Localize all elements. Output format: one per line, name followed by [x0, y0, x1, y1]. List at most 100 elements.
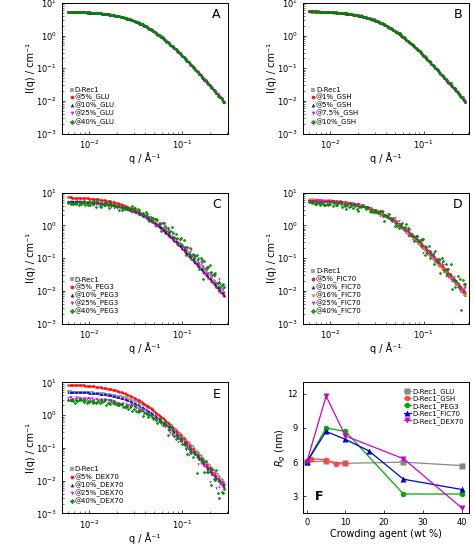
D-Rec1	[430, 252, 436, 259]
@40%_DEX70	[190, 454, 196, 461]
@40%_DEX70	[219, 489, 224, 496]
@25%_FIC70	[460, 289, 465, 295]
D-Rec1	[216, 472, 222, 479]
@1%_GSH	[348, 11, 354, 18]
@5%_GSH	[463, 98, 468, 105]
D-Rec1_GSH	[308, 456, 313, 462]
D-Rec1	[107, 11, 113, 18]
@40%_GLU	[68, 8, 73, 15]
D-Rec1	[216, 282, 222, 289]
@25%_DEX70	[73, 393, 79, 400]
D-Rec1_GLU	[323, 458, 329, 465]
D-Rec1_GSH	[304, 459, 310, 466]
@40%_FIC70	[431, 261, 437, 268]
@40%_FIC70	[459, 307, 465, 314]
@7.5%_GSH	[414, 46, 420, 52]
D-Rec1	[221, 289, 227, 295]
@10%_GSH	[308, 8, 314, 14]
@40%_FIC70	[350, 204, 356, 211]
@40%_PEG3	[100, 200, 105, 207]
@16%_FIC70	[457, 286, 463, 292]
@5%_GSH	[457, 92, 463, 99]
@10%_GLU	[65, 8, 71, 15]
@5%_FIC70	[348, 200, 354, 207]
Y-axis label: I(q) / cm⁻¹: I(q) / cm⁻¹	[26, 423, 36, 473]
@5%_PEG3	[189, 255, 194, 262]
@10%_FIC70	[348, 200, 354, 206]
@7.5%_GSH	[457, 92, 463, 99]
@25%_FIC70	[314, 196, 320, 203]
@16%_FIC70	[348, 200, 354, 206]
D-Rec1	[463, 289, 468, 295]
Text: B: B	[453, 8, 462, 21]
D-Rec1	[189, 62, 194, 68]
@25%_PEG3	[153, 221, 159, 228]
Line: D-Rec1_DEX70: D-Rec1_DEX70	[304, 393, 465, 511]
@5%_GLU	[189, 62, 194, 68]
D-Rec1	[152, 408, 157, 415]
@10%_GSH	[350, 12, 356, 18]
@10%_PEG3	[189, 254, 194, 261]
D-Rec1_PEG3	[343, 428, 348, 435]
@25%_GLU	[152, 29, 157, 36]
@40%_PEG3	[219, 282, 224, 289]
@5%_PEG3	[65, 194, 71, 201]
@25%_GLU	[221, 99, 227, 105]
Line: @5%_FIC70: @5%_FIC70	[308, 199, 466, 294]
D-Rec1_GLU	[343, 460, 348, 467]
D-Rec1_FIC70	[304, 459, 310, 466]
D-Rec1	[98, 10, 104, 17]
X-axis label: q / Å⁻¹: q / Å⁻¹	[129, 153, 160, 164]
Y-axis label: I(q) / cm⁻¹: I(q) / cm⁻¹	[267, 233, 277, 283]
@25%_DEX70	[65, 395, 71, 402]
@25%_GLU	[173, 46, 179, 53]
@40%_DEX70	[221, 486, 227, 492]
Y-axis label: I(q) / cm⁻¹: I(q) / cm⁻¹	[267, 43, 277, 93]
@25%_FIC70	[341, 200, 346, 207]
Line: D-Rec1: D-Rec1	[308, 200, 466, 293]
@25%_PEG3	[80, 199, 85, 205]
Line: @5%_PEG3: @5%_PEG3	[67, 196, 225, 297]
Line: @16%_FIC70: @16%_FIC70	[308, 198, 466, 296]
@25%_GLU	[189, 62, 194, 68]
@10%_PEG3	[221, 291, 227, 298]
D-Rec1	[457, 93, 463, 99]
@40%_DEX70	[102, 396, 108, 402]
@25%_PEG3	[190, 251, 196, 258]
D-Rec1_GSH	[343, 460, 348, 467]
D-Rec1_DEX70	[401, 456, 406, 462]
@10%_DEX70	[98, 390, 104, 397]
@40%_FIC70	[460, 277, 465, 284]
@40%_PEG3	[190, 251, 196, 258]
D-Rec1	[463, 99, 468, 105]
@25%_FIC70	[350, 200, 356, 207]
@7.5%_GSH	[430, 62, 436, 68]
@10%_GSH	[341, 10, 346, 17]
Text: C: C	[212, 198, 221, 211]
@10%_DEX70	[107, 392, 113, 398]
@40%_PEG3	[153, 216, 159, 223]
@10%_GSH	[307, 8, 312, 14]
D-Rec1_FIC70	[323, 428, 329, 435]
Y-axis label: I(q) / cm⁻¹: I(q) / cm⁻¹	[26, 233, 36, 283]
@5%_DEX70	[152, 408, 157, 415]
@10%_PEG3	[216, 285, 222, 292]
@10%_FIC70	[430, 255, 436, 261]
@10%_DEX70	[221, 484, 227, 491]
@16%_FIC70	[463, 292, 468, 299]
@5%_GSH	[430, 62, 436, 68]
Line: D-Rec1: D-Rec1	[308, 11, 466, 103]
D-Rec1	[393, 219, 399, 225]
D-Rec1	[216, 93, 222, 99]
Line: D-Rec1_GSH: D-Rec1_GSH	[304, 456, 348, 467]
D-Rec1	[189, 252, 194, 259]
@16%_FIC70	[307, 196, 312, 203]
D-Rec1_DEX70	[343, 433, 348, 440]
@40%_FIC70	[307, 199, 312, 205]
Line: @7.5%_GSH: @7.5%_GSH	[308, 10, 466, 103]
@25%_FIC70	[431, 250, 437, 257]
@5%_FIC70	[307, 197, 312, 204]
D-Rec1_DEX70	[323, 393, 329, 400]
@10%_PEG3	[107, 201, 113, 208]
@5%_PEG3	[107, 198, 113, 205]
